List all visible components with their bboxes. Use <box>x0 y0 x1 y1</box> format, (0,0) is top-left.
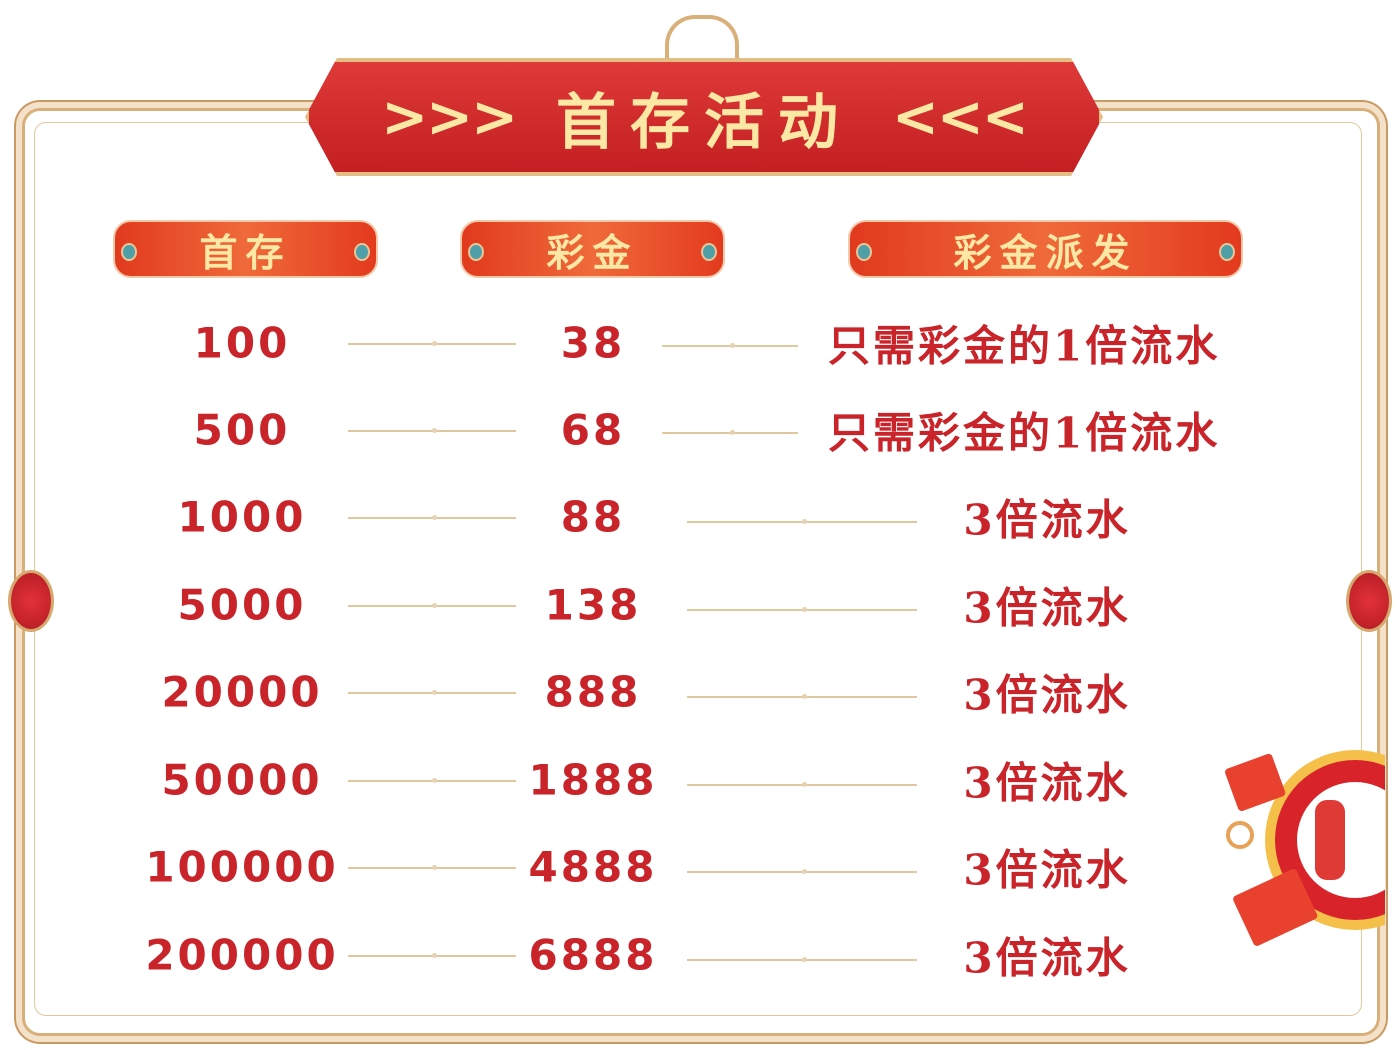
bonus-amount: 4888 <box>528 842 658 892</box>
deposit-amount: 200000 <box>145 930 339 980</box>
left-ornament <box>8 570 54 632</box>
chevron-right-icon: >>> <box>381 84 518 150</box>
hanger-ornament <box>665 15 739 69</box>
divider-line <box>348 603 516 608</box>
header-payout: 彩金派发 <box>848 220 1243 278</box>
header-label: 彩金派发 <box>953 229 1138 275</box>
divider-line <box>348 690 516 695</box>
gem-icon <box>856 243 872 261</box>
bonus-amount: 888 <box>544 667 642 717</box>
gem-icon <box>121 243 137 261</box>
payout-condition: 3倍流水 <box>963 495 1131 545</box>
divider-line <box>348 865 516 870</box>
bonus-amount: 1888 <box>528 755 658 805</box>
bonus-amount: 38 <box>560 318 626 368</box>
deposit-amount: 1000 <box>177 492 307 542</box>
deposit-amount: 100 <box>193 318 291 368</box>
deposit-amount: 5000 <box>177 580 307 630</box>
bonus-amount: 68 <box>560 405 626 455</box>
header-deposit: 首存 <box>113 220 378 278</box>
bonus-amount: 88 <box>560 492 626 542</box>
divider-line <box>348 778 516 783</box>
payout-condition: 3倍流水 <box>963 758 1131 808</box>
gem-icon <box>1219 243 1235 261</box>
bonus-amount: 6888 <box>528 930 658 980</box>
payout-condition: 3倍流水 <box>963 933 1131 983</box>
divider-line <box>687 694 917 699</box>
gem-icon <box>354 243 370 261</box>
payout-condition: 3倍流水 <box>963 845 1131 895</box>
gem-icon <box>701 243 717 261</box>
chevron-left-icon: <<< <box>892 84 1029 150</box>
payout-condition: 3倍流水 <box>963 583 1131 633</box>
gem-icon <box>468 243 484 261</box>
title-banner: >>> 首存活动 <<< <box>305 58 1103 176</box>
header-label: 彩金 <box>546 229 639 275</box>
divider-line <box>687 782 917 787</box>
deposit-amount: 500 <box>193 405 291 455</box>
page-title: 首存活动 <box>556 87 852 158</box>
divider-line <box>348 428 516 433</box>
red-envelope-decoration-icon <box>1225 750 1385 946</box>
header-bonus: 彩金 <box>460 220 725 278</box>
right-ornament <box>1346 570 1392 632</box>
divider-line <box>687 869 917 874</box>
bonus-amount: 138 <box>544 580 642 630</box>
divider-line <box>687 519 917 524</box>
payout-condition: 只需彩金的1倍流水 <box>828 408 1221 458</box>
deposit-amount: 20000 <box>161 667 323 717</box>
divider-line <box>687 957 917 962</box>
payout-condition: 3倍流水 <box>963 670 1131 720</box>
divider-line <box>662 430 798 435</box>
deposit-amount: 50000 <box>161 755 323 805</box>
header-label: 首存 <box>199 229 292 275</box>
divider-line <box>348 953 516 958</box>
deposit-amount: 100000 <box>145 842 339 892</box>
divider-line <box>662 343 798 348</box>
divider-line <box>348 341 516 346</box>
divider-line <box>348 515 516 520</box>
payout-condition: 只需彩金的1倍流水 <box>828 321 1221 371</box>
divider-line <box>687 607 917 612</box>
